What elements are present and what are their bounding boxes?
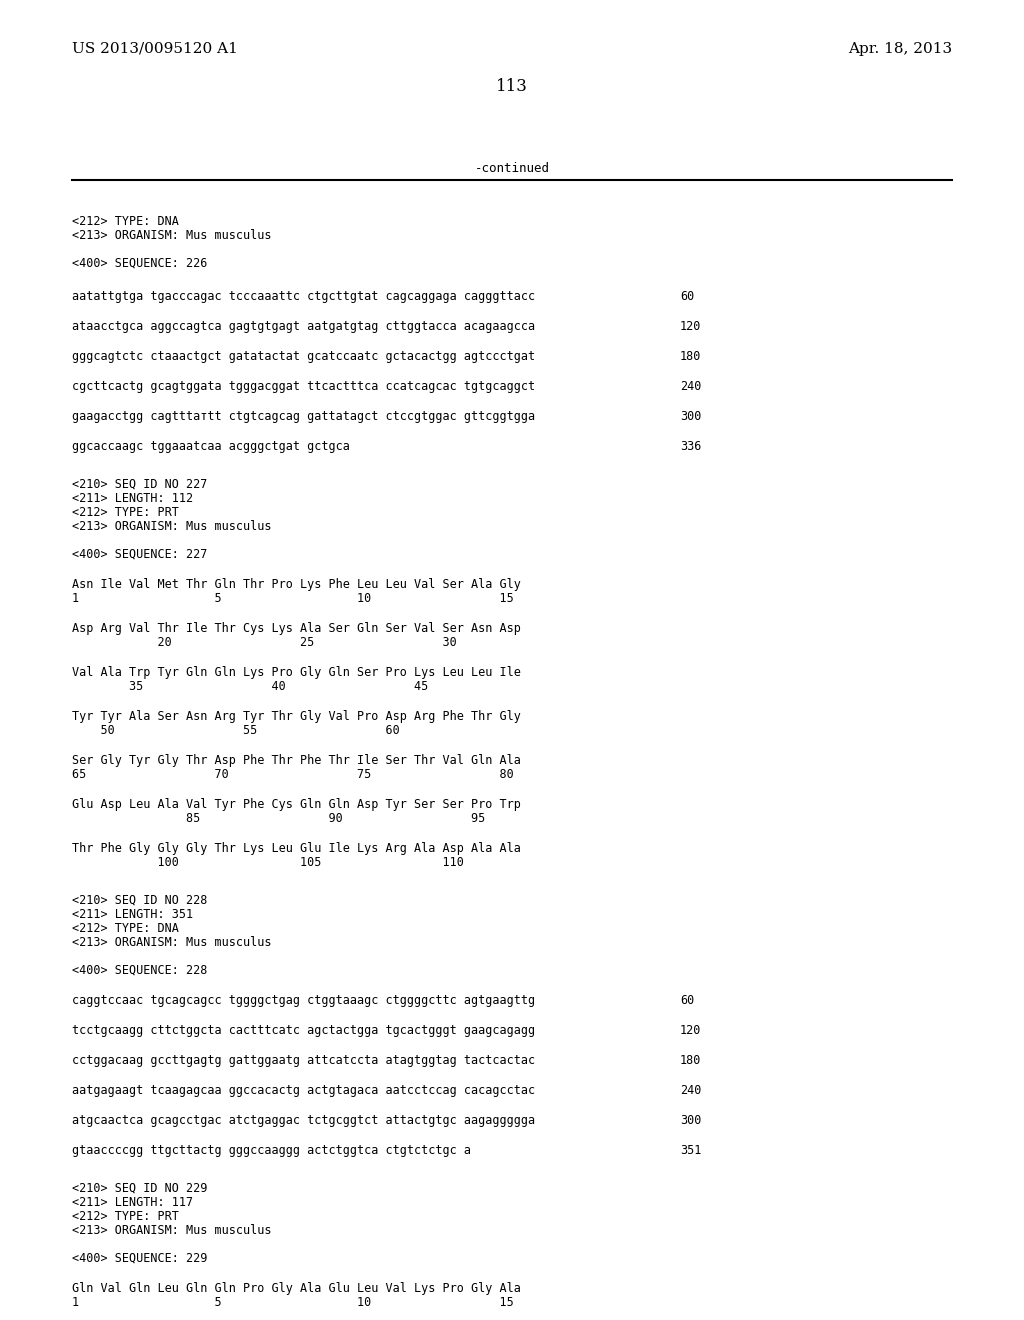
Text: cctggacaag gccttgagtg gattggaatg attcatccta atagtggtag tactcactac: cctggacaag gccttgagtg gattggaatg attcatc… [72, 1053, 536, 1067]
Text: 180: 180 [680, 1053, 701, 1067]
Text: <212> TYPE: DNA: <212> TYPE: DNA [72, 215, 179, 228]
Text: <400> SEQUENCE: 226: <400> SEQUENCE: 226 [72, 257, 208, 271]
Text: Thr Phe Gly Gly Gly Thr Lys Leu Glu Ile Lys Arg Ala Asp Ala Ala: Thr Phe Gly Gly Gly Thr Lys Leu Glu Ile … [72, 842, 521, 855]
Text: -continued: -continued [474, 162, 550, 176]
Text: aatgagaagt tcaagagcaa ggccacactg actgtagaca aatcctccag cacagcctac: aatgagaagt tcaagagcaa ggccacactg actgtag… [72, 1084, 536, 1097]
Text: Apr. 18, 2013: Apr. 18, 2013 [848, 42, 952, 55]
Text: <210> SEQ ID NO 229: <210> SEQ ID NO 229 [72, 1181, 208, 1195]
Text: <213> ORGANISM: Mus musculus: <213> ORGANISM: Mus musculus [72, 520, 271, 533]
Text: 180: 180 [680, 350, 701, 363]
Text: 85                  90                  95: 85 90 95 [72, 812, 485, 825]
Text: Asp Arg Val Thr Ile Thr Cys Lys Ala Ser Gln Ser Val Ser Asn Asp: Asp Arg Val Thr Ile Thr Cys Lys Ala Ser … [72, 622, 521, 635]
Text: <400> SEQUENCE: 228: <400> SEQUENCE: 228 [72, 964, 208, 977]
Text: Asn Ile Val Met Thr Gln Thr Pro Lys Phe Leu Leu Val Ser Ala Gly: Asn Ile Val Met Thr Gln Thr Pro Lys Phe … [72, 578, 521, 591]
Text: aatattgtga tgacccagac tcccaaattc ctgcttgtat cagcaggaga cagggttacc: aatattgtga tgacccagac tcccaaattc ctgcttg… [72, 290, 536, 304]
Text: <400> SEQUENCE: 229: <400> SEQUENCE: 229 [72, 1251, 208, 1265]
Text: <212> TYPE: DNA: <212> TYPE: DNA [72, 921, 179, 935]
Text: 300: 300 [680, 411, 701, 422]
Text: gtaaccccgg ttgcttactg gggccaaggg actctggtca ctgtctctgc a: gtaaccccgg ttgcttactg gggccaaggg actctgg… [72, 1144, 471, 1158]
Text: <211> LENGTH: 117: <211> LENGTH: 117 [72, 1196, 194, 1209]
Text: 120: 120 [680, 1024, 701, 1038]
Text: caggtccaac tgcagcagcc tggggctgag ctggtaaagc ctggggcttc agtgaagttg: caggtccaac tgcagcagcc tggggctgag ctggtaa… [72, 994, 536, 1007]
Text: <211> LENGTH: 351: <211> LENGTH: 351 [72, 908, 194, 921]
Text: 1                   5                   10                  15: 1 5 10 15 [72, 591, 514, 605]
Text: 20                  25                  30: 20 25 30 [72, 636, 457, 649]
Text: 35                  40                  45: 35 40 45 [72, 680, 428, 693]
Text: 65                  70                  75                  80: 65 70 75 80 [72, 768, 514, 781]
Text: cgcttcactg gcagtggata tgggacggat ttcactttca ccatcagcac tgtgcaggct: cgcttcactg gcagtggata tgggacggat ttcactt… [72, 380, 536, 393]
Text: tcctgcaagg cttctggcta cactttcatc agctactgga tgcactgggt gaagcagagg: tcctgcaagg cttctggcta cactttcatc agctact… [72, 1024, 536, 1038]
Text: 120: 120 [680, 319, 701, 333]
Text: 113: 113 [496, 78, 528, 95]
Text: <210> SEQ ID NO 228: <210> SEQ ID NO 228 [72, 894, 208, 907]
Text: <212> TYPE: PRT: <212> TYPE: PRT [72, 1210, 179, 1224]
Text: <212> TYPE: PRT: <212> TYPE: PRT [72, 506, 179, 519]
Text: Tyr Tyr Ala Ser Asn Arg Tyr Thr Gly Val Pro Asp Arg Phe Thr Gly: Tyr Tyr Ala Ser Asn Arg Tyr Thr Gly Val … [72, 710, 521, 723]
Text: Glu Asp Leu Ala Val Tyr Phe Cys Gln Gln Asp Tyr Ser Ser Pro Trp: Glu Asp Leu Ala Val Tyr Phe Cys Gln Gln … [72, 799, 521, 810]
Text: 100                 105                 110: 100 105 110 [72, 855, 464, 869]
Text: 336: 336 [680, 440, 701, 453]
Text: atgcaactca gcagcctgac atctgaggac tctgcggtct attactgtgc aagaggggga: atgcaactca gcagcctgac atctgaggac tctgcgg… [72, 1114, 536, 1127]
Text: gggcagtctc ctaaactgct gatatactat gcatccaatc gctacactgg agtccctgat: gggcagtctc ctaaactgct gatatactat gcatcca… [72, 350, 536, 363]
Text: Gln Val Gln Leu Gln Gln Pro Gly Ala Glu Leu Val Lys Pro Gly Ala: Gln Val Gln Leu Gln Gln Pro Gly Ala Glu … [72, 1282, 521, 1295]
Text: gaagacctgg cagtttатtt ctgtcagcag gattatagct ctccgtggac gttcggtgga: gaagacctgg cagtttатtt ctgtcagcag gattata… [72, 411, 536, 422]
Text: 60: 60 [680, 290, 694, 304]
Text: 240: 240 [680, 380, 701, 393]
Text: <210> SEQ ID NO 227: <210> SEQ ID NO 227 [72, 478, 208, 491]
Text: <213> ORGANISM: Mus musculus: <213> ORGANISM: Mus musculus [72, 936, 271, 949]
Text: <213> ORGANISM: Mus musculus: <213> ORGANISM: Mus musculus [72, 228, 271, 242]
Text: 300: 300 [680, 1114, 701, 1127]
Text: US 2013/0095120 A1: US 2013/0095120 A1 [72, 42, 238, 55]
Text: <213> ORGANISM: Mus musculus: <213> ORGANISM: Mus musculus [72, 1224, 271, 1237]
Text: ggcaccaagc tggaaatcaa acgggctgat gctgca: ggcaccaagc tggaaatcaa acgggctgat gctgca [72, 440, 350, 453]
Text: 240: 240 [680, 1084, 701, 1097]
Text: Ser Gly Tyr Gly Thr Asp Phe Thr Phe Thr Ile Ser Thr Val Gln Ala: Ser Gly Tyr Gly Thr Asp Phe Thr Phe Thr … [72, 754, 521, 767]
Text: 351: 351 [680, 1144, 701, 1158]
Text: 1                   5                   10                  15: 1 5 10 15 [72, 1296, 514, 1309]
Text: 60: 60 [680, 994, 694, 1007]
Text: 50                  55                  60: 50 55 60 [72, 723, 399, 737]
Text: <400> SEQUENCE: 227: <400> SEQUENCE: 227 [72, 548, 208, 561]
Text: Val Ala Trp Tyr Gln Gln Lys Pro Gly Gln Ser Pro Lys Leu Leu Ile: Val Ala Trp Tyr Gln Gln Lys Pro Gly Gln … [72, 667, 521, 678]
Text: <211> LENGTH: 112: <211> LENGTH: 112 [72, 492, 194, 506]
Text: ataacctgca aggccagtca gagtgtgagt aatgatgtag cttggtacca acagaagcca: ataacctgca aggccagtca gagtgtgagt aatgatg… [72, 319, 536, 333]
